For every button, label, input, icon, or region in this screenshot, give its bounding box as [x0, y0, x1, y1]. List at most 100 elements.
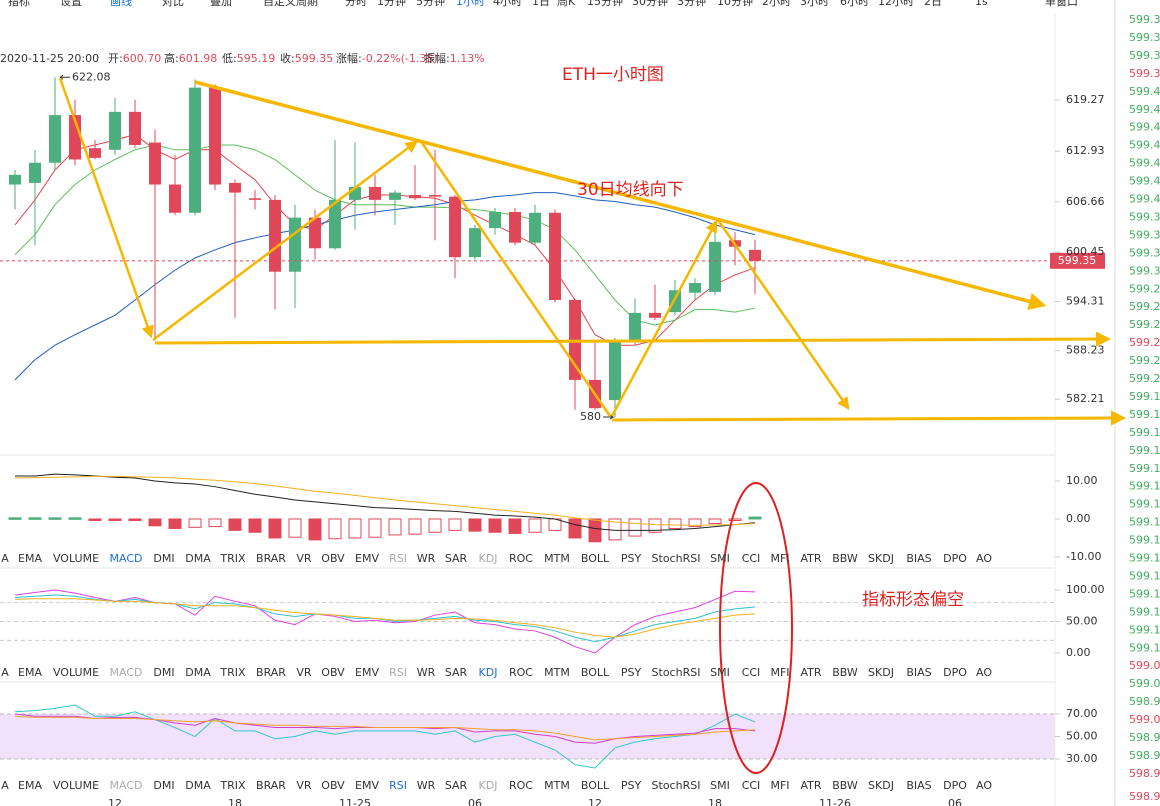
macd-bar	[328, 518, 342, 540]
order-price: 598.9	[1129, 731, 1160, 744]
toolbar-item: 叠加	[210, 0, 232, 8]
indicator-tab: AO	[976, 552, 992, 565]
indicator-line	[14, 598, 756, 638]
order-price: 599.3	[1129, 210, 1160, 223]
indicator-tab: A	[1, 552, 9, 565]
indicator-tab: DPO	[943, 552, 967, 565]
annotation: 30日均线向下	[577, 180, 684, 200]
indicator-tab: BBW	[832, 666, 858, 679]
y-tick-label: 619.27	[1066, 93, 1105, 106]
indicator-tab: BRAR	[256, 552, 286, 565]
y-tick-label: 0.00	[1066, 512, 1091, 525]
toolbar-item: 6小时	[840, 0, 869, 8]
candle-body	[369, 186, 381, 200]
indicator-tab: PSY	[621, 779, 642, 792]
toolbar-item: 3小时	[800, 0, 829, 8]
candle-body	[489, 211, 501, 229]
indicator-tab: BIAS	[906, 779, 931, 792]
indicator-tab: SMI	[710, 779, 730, 792]
macd-bar	[268, 518, 282, 539]
info-label: 振幅:	[424, 51, 450, 65]
macd-bar	[48, 517, 62, 520]
highlight-ellipse	[719, 482, 793, 774]
order-price: 599.1	[1129, 426, 1160, 439]
indicator-tab: MACD	[110, 666, 143, 679]
macd-bar	[728, 518, 742, 521]
indicator-line	[14, 475, 756, 526]
toolbar-item: 1小时	[456, 0, 485, 8]
indicator-tab: AO	[976, 779, 992, 792]
trend-arrow	[716, 219, 850, 411]
indicator-line	[14, 144, 756, 326]
order-price: 599.1	[1129, 552, 1160, 565]
order-price: 599.1	[1129, 534, 1160, 547]
order-price: 599.1	[1129, 516, 1160, 529]
order-price: 599.2	[1129, 318, 1160, 331]
last-price-box	[1050, 252, 1105, 269]
y-tick-label: 70.00	[1066, 707, 1098, 720]
candle-body	[269, 199, 281, 272]
y-tick-label: 594.31	[1066, 295, 1105, 308]
toolbar-item: 1日	[532, 0, 550, 8]
toolbar-item: 分时	[345, 0, 367, 8]
high-pointer	[59, 74, 70, 80]
indicator-tab: MTM	[544, 552, 570, 565]
indicator-tab: PSY	[621, 666, 642, 679]
order-price: 599.4	[1129, 175, 1160, 188]
indicator-tab: ROC	[509, 779, 533, 792]
indicator-tab: PSY	[621, 552, 642, 565]
order-price: 599.2	[1129, 300, 1160, 313]
candle-body	[629, 312, 641, 342]
macd-bar	[748, 516, 762, 520]
info-value: 600.70	[123, 52, 162, 65]
order-price: 599.3	[1129, 13, 1160, 26]
macd-bar	[508, 518, 522, 534]
macd-bar	[388, 518, 402, 536]
indicator-tab: DMI	[153, 552, 174, 565]
candle-body	[689, 283, 701, 293]
order-price: 599.1	[1129, 444, 1160, 457]
indicator-tab: MFI	[770, 552, 789, 565]
toolbar-item: 周K	[557, 0, 576, 8]
indicator-tab: EMV	[355, 666, 379, 679]
order-price: 599.1	[1129, 480, 1160, 493]
info-label: 涨幅:	[336, 52, 362, 65]
indicator-tab: EMA	[18, 666, 42, 679]
chart-title: ETH一小时图	[562, 65, 664, 85]
candle-body	[509, 211, 521, 243]
candle-body	[609, 341, 621, 401]
info-time: 2020-11-25 20:00	[0, 52, 99, 65]
macd-bar	[208, 518, 222, 528]
macd-bar	[628, 518, 642, 537]
order-price: 599.0	[1129, 659, 1160, 672]
y-tick-label: 30.00	[1066, 752, 1098, 765]
order-price: 599.2	[1129, 354, 1160, 367]
macd-bar	[368, 518, 382, 538]
low-label: 580	[580, 410, 601, 423]
macd-bar	[468, 518, 482, 532]
indicator-tab: WR	[417, 779, 436, 792]
indicator-tab: BRAR	[256, 666, 286, 679]
order-price: 599.4	[1129, 85, 1160, 98]
y-tick-label: 0.00	[1066, 646, 1091, 659]
indicator-tab: DMA	[185, 552, 211, 565]
candle-body	[309, 217, 321, 249]
time-label: 18	[228, 797, 242, 806]
indicator-tab: SKDJ	[868, 779, 894, 792]
plot	[0, 74, 1105, 769]
toolbar-item: 画线	[110, 0, 132, 8]
candle-body	[389, 192, 401, 200]
order-price: 599.2	[1129, 372, 1160, 385]
info-label: 收:	[280, 51, 295, 65]
toolbar-item: 30分钟	[632, 0, 668, 8]
info-value: -0.22%(-1.35)	[362, 52, 438, 65]
indicator-tab: KDJ	[479, 552, 498, 565]
indicator-tab: SKDJ	[868, 666, 894, 679]
indicator-tab: VOLUME	[53, 552, 99, 565]
indicator-tab: ATR	[800, 552, 821, 565]
info-label: 低:	[222, 52, 237, 65]
toolbar-item: 15分钟	[587, 0, 623, 8]
toolbar-item: 自定义周期	[263, 0, 318, 8]
indicator-tab: VR	[296, 552, 312, 565]
time-label: 12	[108, 797, 122, 806]
